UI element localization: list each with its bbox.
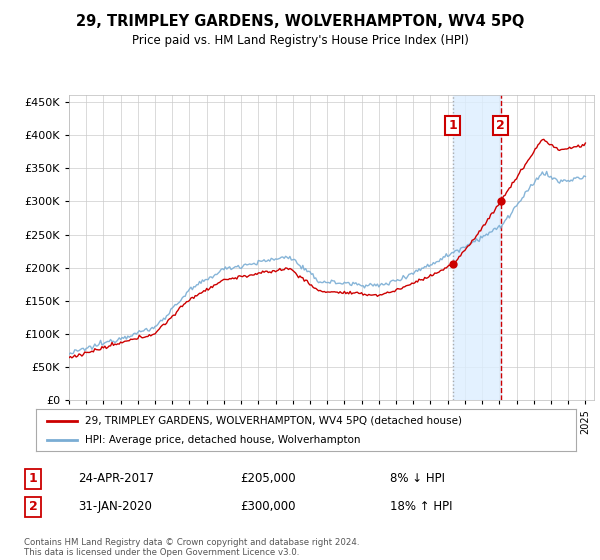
Text: 8% ↓ HPI: 8% ↓ HPI <box>390 472 445 486</box>
Text: HPI: Average price, detached house, Wolverhampton: HPI: Average price, detached house, Wolv… <box>85 435 360 445</box>
Text: 1: 1 <box>29 472 37 486</box>
Text: 1: 1 <box>448 119 457 132</box>
Text: 2: 2 <box>29 500 37 514</box>
Text: 29, TRIMPLEY GARDENS, WOLVERHAMPTON, WV4 5PQ: 29, TRIMPLEY GARDENS, WOLVERHAMPTON, WV4… <box>76 14 524 29</box>
Text: Price paid vs. HM Land Registry's House Price Index (HPI): Price paid vs. HM Land Registry's House … <box>131 34 469 46</box>
Text: £205,000: £205,000 <box>240 472 296 486</box>
Text: 2: 2 <box>496 119 505 132</box>
Text: 31-JAN-2020: 31-JAN-2020 <box>78 500 152 514</box>
Bar <box>453 95 501 400</box>
Text: 24-APR-2017: 24-APR-2017 <box>78 472 154 486</box>
Text: 18% ↑ HPI: 18% ↑ HPI <box>390 500 452 514</box>
Text: 29, TRIMPLEY GARDENS, WOLVERHAMPTON, WV4 5PQ (detached house): 29, TRIMPLEY GARDENS, WOLVERHAMPTON, WV4… <box>85 416 461 426</box>
Text: Contains HM Land Registry data © Crown copyright and database right 2024.
This d: Contains HM Land Registry data © Crown c… <box>24 538 359 557</box>
Text: £300,000: £300,000 <box>240 500 296 514</box>
